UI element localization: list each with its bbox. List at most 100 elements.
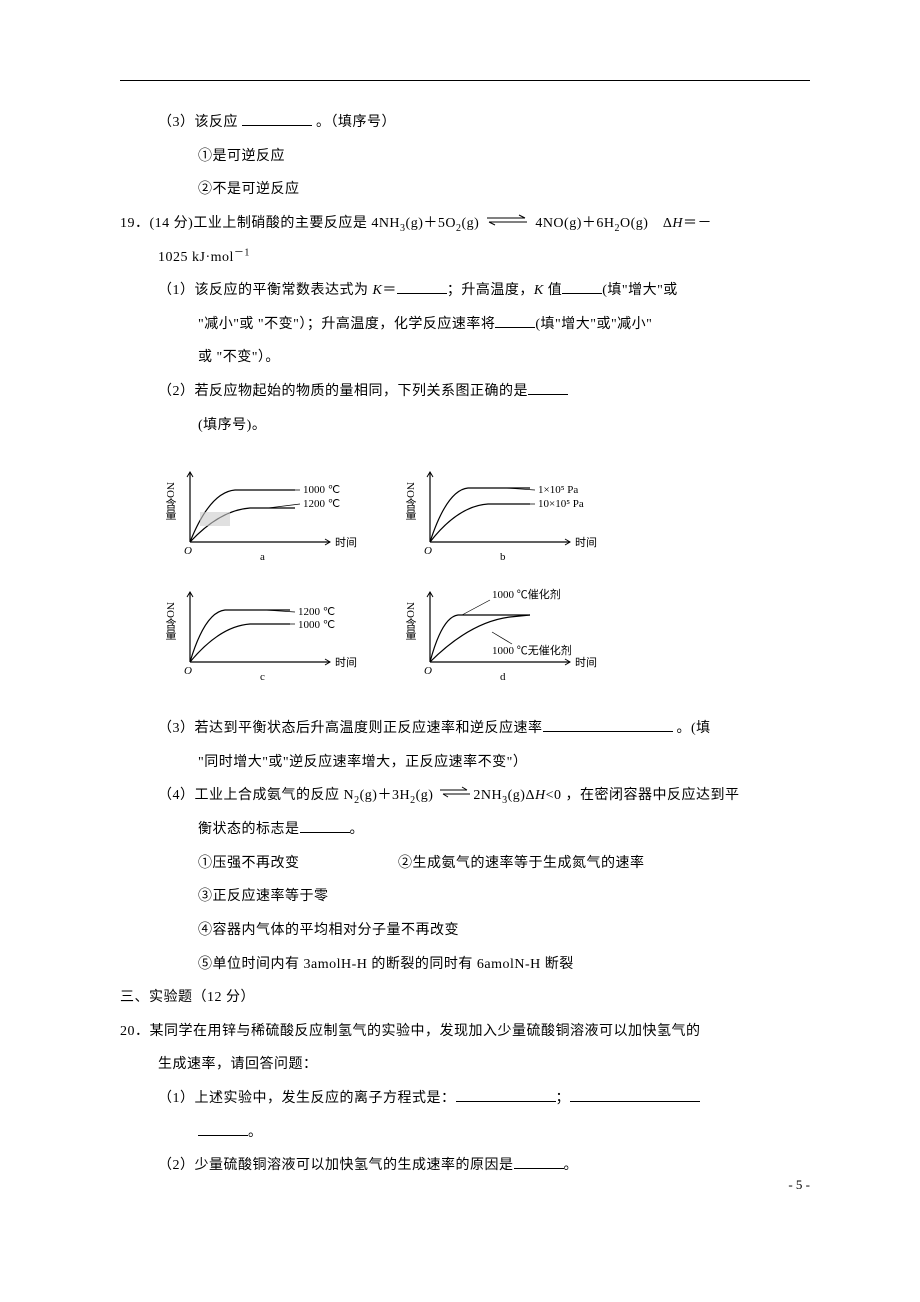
t: （1）该反应的平衡常数表达式为 xyxy=(158,283,369,298)
svg-text:d: d xyxy=(500,671,506,682)
q20-intro: 20．某同学在用锌与稀硫酸反应制氢气的实验中，发现加入少量硫酸铜溶液可以加快氢气… xyxy=(120,1015,810,1049)
q19-p2-l2: (填序号)。 xyxy=(120,409,810,443)
t: (填"增大"或 xyxy=(602,283,678,298)
q18-part3: （3）该反应 。（填序号） xyxy=(120,106,810,140)
blank xyxy=(456,1087,556,1102)
t: (g)Δ xyxy=(508,788,535,803)
delta-h: H xyxy=(672,216,683,231)
svg-text:时间: 时间 xyxy=(575,656,597,669)
q19-p2-l1: （2）若反应物起始的物质的量相同，下列关系图正确的是 xyxy=(120,375,810,409)
svg-text:O: O xyxy=(184,545,192,557)
t: 。 xyxy=(564,1158,579,1173)
q20-p1: （1）上述实验中，发生反应的离子方程式是： ； xyxy=(120,1082,810,1116)
chart-c: NO含量 O 1200 ℃ 1000 ℃ 时间 c xyxy=(160,582,390,682)
t: ＝ xyxy=(382,283,397,298)
svg-text:O: O xyxy=(424,545,432,557)
y-axis-label: NO含量 xyxy=(164,482,177,520)
blank xyxy=(242,111,312,126)
t: 衡状态的标志是 xyxy=(198,822,300,837)
t: 1025 kJ·mol xyxy=(158,250,234,265)
t: （1）上述实验中，发生反应的离子方程式是： xyxy=(158,1091,456,1106)
t: 。 xyxy=(350,822,365,837)
t: 2NH xyxy=(473,788,502,803)
svg-text:a: a xyxy=(260,551,265,562)
t: 。(填 xyxy=(677,721,711,736)
t: O(g) Δ xyxy=(620,216,672,231)
chart-a: NO含量 O 1000 ℃ 1200 ℃ 时间 a xyxy=(160,462,390,562)
q18-opt1: ①是可逆反应 xyxy=(120,140,810,174)
q19-p3-l2: "同时增大"或"逆反应速率增大，正反应速率不变"） xyxy=(120,746,810,780)
q19-intro: 19．(14 分)工业上制硝酸的主要反应是 4NH3(g)＋5O2(g) 4NO… xyxy=(120,207,810,241)
y-axis-label: NO含量 xyxy=(164,602,177,640)
q19-num: 19． xyxy=(120,216,150,231)
q19-p1-l1: （1）该反应的平衡常数表达式为 K＝；升高温度，K 值(填"增大"或 xyxy=(120,274,810,308)
y-axis-label: NO含量 xyxy=(404,482,417,520)
t: (14 分)工业上制硝酸的主要反应是 4NH xyxy=(150,216,401,231)
opt4: ④容器内气体的平均相对分子量不再改变 xyxy=(120,914,810,948)
svg-text:时间: 时间 xyxy=(335,536,357,549)
blank xyxy=(514,1154,564,1169)
svg-text:b: b xyxy=(500,551,506,562)
svg-text:时间: 时间 xyxy=(575,536,597,549)
q19-p3-l1: （3）若达到平衡状态后升高温度则正反应速率和逆反应速率 。(填 xyxy=(120,712,810,746)
svg-text:1000 ℃催化剂: 1000 ℃催化剂 xyxy=(492,587,561,601)
q19-intro2: 1025 kJ·mol－1 xyxy=(120,241,810,275)
svg-text:10×10⁵ Pa: 10×10⁵ Pa xyxy=(538,498,584,510)
t: ＝－ xyxy=(683,216,712,231)
t: "减小"或 "不变"）；升高温度，化学反应速率将 xyxy=(198,317,495,332)
chart-d: NO含量 O 1000 ℃催化剂 1000 ℃无催化剂 时间 d xyxy=(400,582,630,682)
k: K xyxy=(534,283,544,298)
t: 4NO(g)＋6H xyxy=(535,216,614,231)
opt2: ②生成氨气的速率等于生成氮气的速率 xyxy=(398,847,645,881)
t: ； xyxy=(556,1091,571,1106)
svg-text:1000 ℃无催化剂: 1000 ℃无催化剂 xyxy=(492,643,572,657)
blank xyxy=(198,1121,248,1136)
t: ；升高温度， xyxy=(447,283,534,298)
t: （2）少量硫酸铜溶液可以加快氢气的生成速率的原因是 xyxy=(158,1158,514,1173)
q18-p3-tail: 。（填序号） xyxy=(316,115,396,130)
k: K xyxy=(373,283,383,298)
y-axis-label: NO含量 xyxy=(404,602,417,640)
q19-p4-l2: 衡状态的标志是 。 xyxy=(120,813,810,847)
page-number: - 5 - xyxy=(788,1177,810,1193)
t: （3）若达到平衡状态后升高温度则正反应速率和逆反应速率 xyxy=(158,721,543,736)
blank xyxy=(562,279,602,294)
opt1: ①压强不再改变 xyxy=(198,847,398,881)
q20-p1-cont: 。 xyxy=(120,1116,810,1150)
chart-b: NO含量 O 1×10⁵ Pa 10×10⁵ Pa 时间 b xyxy=(400,462,630,562)
q20-intro2: 生成速率，请回答问题： xyxy=(120,1048,810,1082)
equilibrium-arrow-icon xyxy=(437,779,473,813)
blank xyxy=(570,1087,700,1102)
blank xyxy=(495,313,535,328)
svg-text:O: O xyxy=(184,665,192,677)
q19-p1-l2: "减小"或 "不变"）；升高温度，化学反应速率将 (填"增大"或"减小" xyxy=(120,308,810,342)
equilibrium-arrow-icon xyxy=(483,207,531,241)
q20-p2: （2）少量硫酸铜溶液可以加快氢气的生成速率的原因是 。 xyxy=(120,1149,810,1183)
t: (填"增大"或"减小" xyxy=(535,317,652,332)
delta-h: H xyxy=(535,788,546,803)
svg-text:1200 ℃: 1200 ℃ xyxy=(303,498,340,510)
q20-num: 20． xyxy=(120,1024,150,1039)
q19-p4-opts-row1: ①压强不再改变 ②生成氨气的速率等于生成氮气的速率 xyxy=(120,847,810,881)
t: (g)＋5O xyxy=(406,216,456,231)
blank xyxy=(397,279,447,294)
t: （2）若反应物起始的物质的量相同，下列关系图正确的是 xyxy=(158,384,528,399)
svg-text:1000 ℃: 1000 ℃ xyxy=(298,619,335,631)
svg-text:O: O xyxy=(424,665,432,677)
svg-text:1200 ℃: 1200 ℃ xyxy=(298,606,335,618)
q18-opt2: ②不是可逆反应 xyxy=(120,173,810,207)
t: （4）工业上合成氨气的反应 N xyxy=(158,788,354,803)
opt5: ⑤单位时间内有 3amolH-H 的断裂的同时有 6amolN-H 断裂 xyxy=(120,948,810,982)
opt3: ③正反应速率等于零 xyxy=(120,880,810,914)
svg-text:c: c xyxy=(260,671,265,682)
charts-grid: NO含量 O 1000 ℃ 1200 ℃ 时间 a NO含量 xyxy=(160,462,810,692)
section3-title: 三、实验题（12 分） xyxy=(120,981,810,1015)
t: (g) xyxy=(461,216,479,231)
top-rule xyxy=(120,80,810,81)
svg-text:时间: 时间 xyxy=(335,656,357,669)
blank xyxy=(528,380,568,395)
q19-p4-l1: （4）工业上合成氨气的反应 N2(g)＋3H2(g) 2NH3(g)ΔH<0 ，… xyxy=(120,779,810,813)
svg-text:1×10⁵ Pa: 1×10⁵ Pa xyxy=(538,484,578,496)
svg-text:1000 ℃: 1000 ℃ xyxy=(303,484,340,496)
t: <0 ，在密闭容器中反应达到平 xyxy=(546,788,740,803)
